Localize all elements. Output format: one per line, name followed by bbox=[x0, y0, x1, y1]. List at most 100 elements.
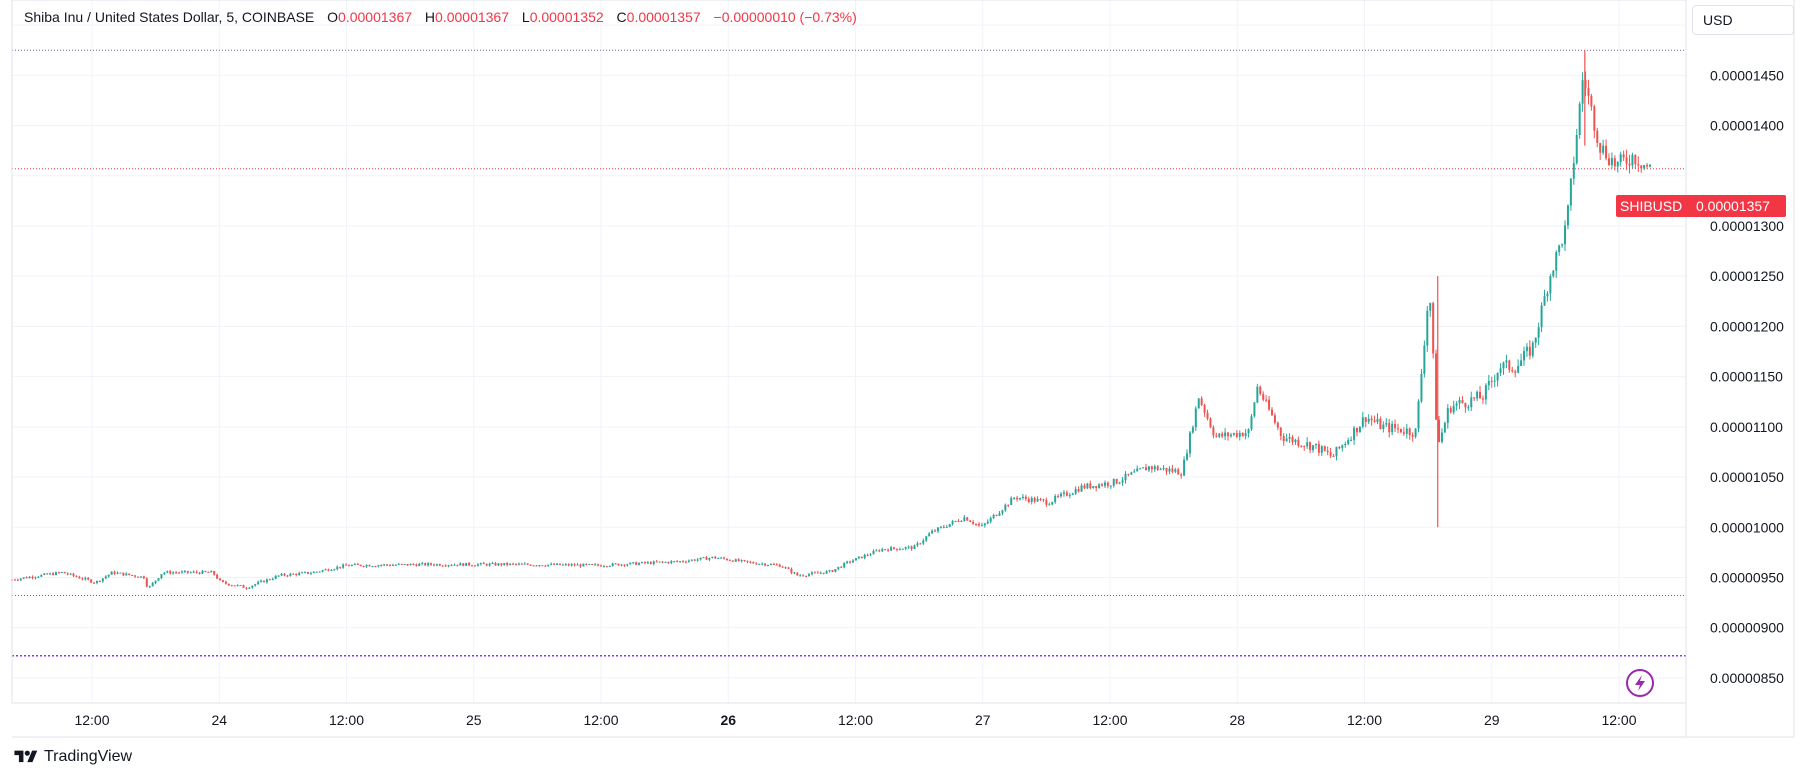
candle-body bbox=[1646, 165, 1649, 167]
candle-body bbox=[468, 562, 471, 566]
candle-body bbox=[626, 564, 629, 566]
candle-body bbox=[1109, 485, 1112, 487]
candle-body bbox=[192, 571, 195, 573]
candle-body bbox=[661, 561, 664, 563]
candle-body bbox=[1599, 142, 1602, 153]
candle-body bbox=[260, 580, 263, 582]
candle-body bbox=[104, 576, 107, 579]
candle-body bbox=[605, 566, 608, 568]
candle-body bbox=[54, 572, 57, 575]
symbol-title[interactable]: Shiba Inu / United States Dollar, 5, COI… bbox=[24, 9, 315, 25]
candle-body bbox=[1013, 497, 1016, 499]
candle-body bbox=[1057, 496, 1060, 498]
candle-body bbox=[1101, 484, 1104, 486]
candle-body bbox=[1218, 433, 1221, 437]
candle-body bbox=[904, 547, 907, 549]
candle-body bbox=[556, 563, 559, 565]
candle-body bbox=[13, 579, 16, 581]
candle-body bbox=[611, 563, 614, 566]
candle-body bbox=[1499, 368, 1502, 373]
candle-body bbox=[942, 526, 945, 528]
candle-body bbox=[1227, 432, 1230, 437]
time-tick-label: 12:00 bbox=[1601, 712, 1636, 728]
candle-body bbox=[1194, 408, 1197, 428]
tradingview-brand[interactable]: TradingView bbox=[12, 748, 132, 766]
candle-body bbox=[87, 577, 90, 580]
price-tick-label: 0.00001150 bbox=[1710, 369, 1783, 385]
candle-body bbox=[1326, 450, 1329, 453]
candle-body bbox=[459, 563, 462, 566]
time-axis[interactable]: 12:00 24 12:00 25 12:00 26 12:00 27 12:00 28 12:00… bbox=[74, 712, 1636, 728]
candle-body bbox=[397, 563, 400, 565]
candle-body bbox=[1438, 419, 1441, 442]
candle-body bbox=[684, 561, 687, 563]
candle-body bbox=[784, 567, 787, 569]
candle-body bbox=[465, 562, 468, 566]
candle-body bbox=[1432, 303, 1435, 354]
candle-body bbox=[825, 571, 828, 574]
candle-body bbox=[345, 564, 348, 566]
candle-body bbox=[743, 560, 746, 562]
candle-body bbox=[810, 572, 813, 575]
candle-body bbox=[731, 560, 734, 562]
candle-body bbox=[172, 572, 175, 574]
candle-body bbox=[503, 563, 506, 566]
candle-body bbox=[1273, 415, 1276, 423]
candle-body bbox=[1065, 492, 1068, 496]
candle-body bbox=[1209, 418, 1212, 428]
currency-selector[interactable]: USD bbox=[1692, 5, 1794, 35]
candle-body bbox=[1001, 510, 1004, 514]
candle-body bbox=[1203, 404, 1206, 413]
candle-body bbox=[336, 566, 339, 570]
candle-body bbox=[1019, 497, 1021, 500]
candle-body bbox=[989, 517, 992, 522]
candle-body bbox=[1288, 437, 1291, 439]
candle-body bbox=[1256, 386, 1259, 403]
candle-body bbox=[1036, 498, 1039, 502]
candle-body bbox=[1367, 418, 1370, 423]
candle-body bbox=[195, 571, 198, 573]
candle-body bbox=[550, 563, 553, 565]
candle-body bbox=[1080, 485, 1083, 492]
candle-body bbox=[22, 577, 25, 579]
price-tick-label: 0.00001400 bbox=[1710, 118, 1784, 134]
candle-body bbox=[1027, 498, 1030, 502]
candle-body bbox=[939, 526, 942, 528]
candle-body bbox=[1408, 428, 1411, 436]
candle-body bbox=[110, 571, 113, 575]
candle-body bbox=[1259, 386, 1262, 394]
time-tick-label: 12:00 bbox=[74, 712, 109, 728]
candle-body bbox=[312, 571, 315, 574]
candle-body bbox=[1062, 492, 1065, 494]
candle-body bbox=[509, 563, 512, 565]
candle-body bbox=[1165, 467, 1168, 472]
candle-body bbox=[283, 573, 286, 576]
candle-body bbox=[435, 564, 438, 566]
candle-body bbox=[1552, 270, 1555, 277]
candle-body bbox=[734, 559, 737, 562]
candle-body bbox=[764, 563, 767, 566]
candle-body bbox=[646, 562, 649, 564]
lightning-icon[interactable] bbox=[1626, 669, 1654, 697]
candle-body bbox=[1561, 244, 1564, 246]
candle-body bbox=[775, 564, 778, 566]
candle-body bbox=[1021, 496, 1024, 498]
candle-body bbox=[1388, 423, 1391, 433]
candle-body bbox=[1279, 427, 1282, 437]
time-tick-label: 12:00 bbox=[329, 712, 364, 728]
candle-body bbox=[1077, 489, 1080, 492]
price-axis[interactable]: 0.000015000.000014500.000014000.00001300… bbox=[1710, 17, 1784, 686]
candle-body bbox=[872, 550, 875, 555]
candle-body bbox=[1004, 504, 1007, 511]
candle-body bbox=[728, 560, 731, 562]
candle-body bbox=[1569, 178, 1572, 206]
candle-body bbox=[1637, 164, 1640, 166]
candle-body bbox=[137, 576, 139, 578]
candle-body bbox=[447, 565, 450, 567]
candle-body bbox=[57, 572, 60, 574]
candle-body bbox=[1092, 486, 1095, 489]
candle-body bbox=[1376, 418, 1379, 422]
candle-body bbox=[1534, 337, 1537, 343]
candle-body bbox=[101, 578, 104, 582]
